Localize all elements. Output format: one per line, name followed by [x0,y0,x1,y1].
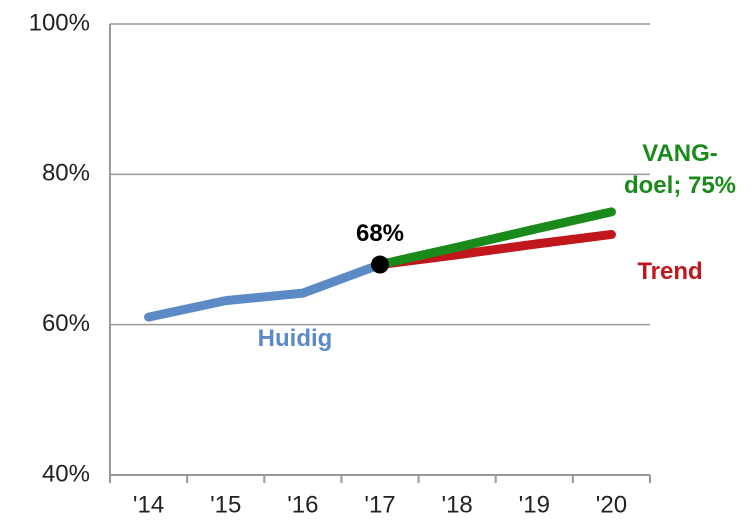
data-label: 68% [356,220,404,247]
x-tick-label: '14 [133,491,164,518]
series-line [144,260,385,322]
y-tick-label: 40% [42,460,90,487]
y-tick-label: 60% [42,310,90,337]
series-line [375,207,616,270]
series-label: Huidig [257,325,333,352]
series-label: Trend [637,258,703,285]
x-tick-label: '20 [596,491,627,518]
y-tick-label: 100% [29,9,90,36]
x-tick-label: '19 [519,491,550,518]
x-tick-label: '16 [287,491,318,518]
x-tick-label: '18 [442,491,473,518]
y-tick-label: 80% [42,160,90,187]
x-tick-label: '15 [210,491,241,518]
series-label: VANG-doel; 75% [623,140,737,199]
data-point [371,255,389,274]
x-tick-label: '17 [364,491,395,518]
